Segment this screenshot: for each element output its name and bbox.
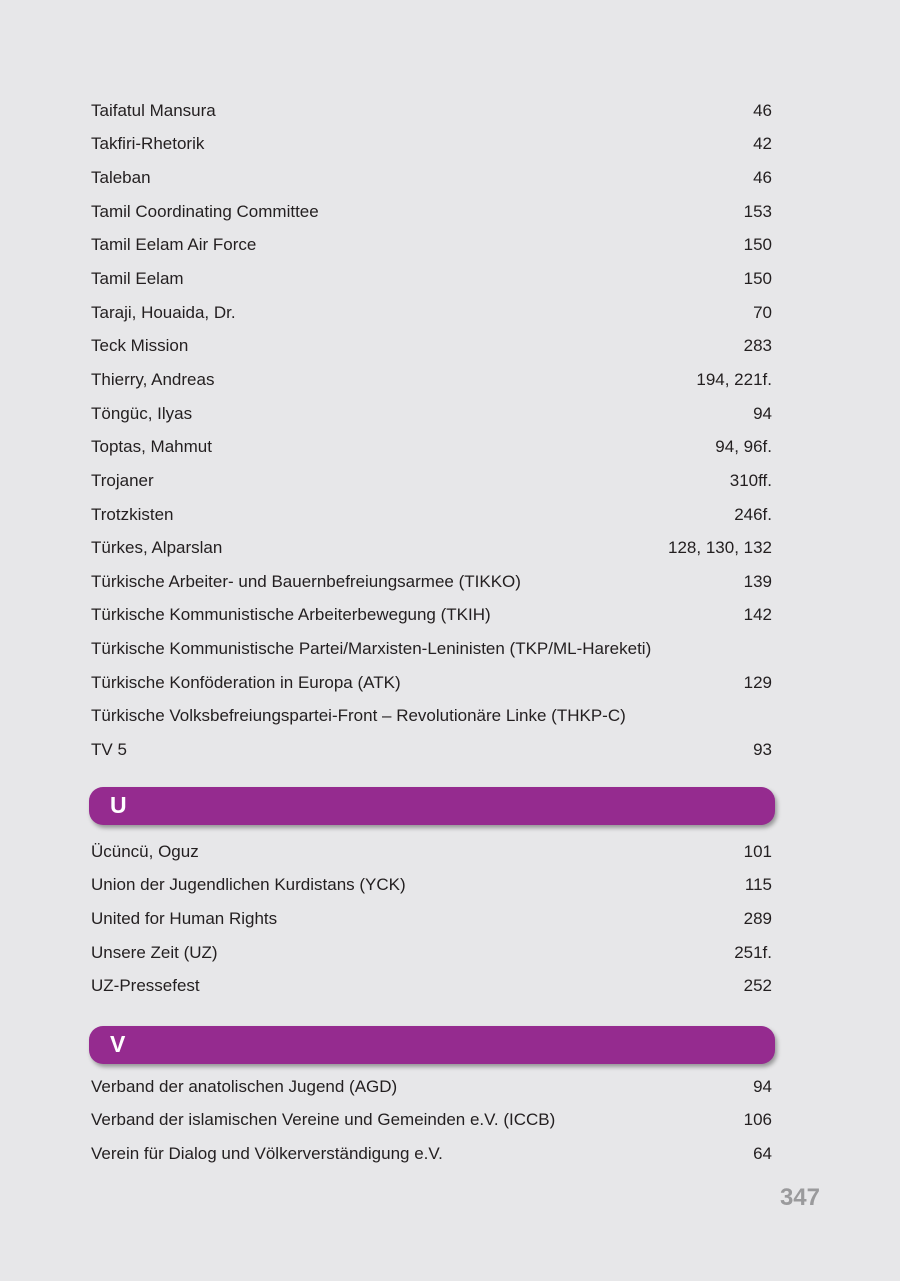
index-term: Ücüncü, Oguz	[91, 841, 199, 861]
index-term: Türkische Konföderation in Europa (ATK)	[91, 672, 401, 692]
index-pages: 101	[743, 841, 772, 861]
index-pages: 64	[753, 1144, 772, 1164]
index-term: UZ-Pressefest	[91, 976, 200, 996]
index-entry: Tamil Eelam Air Force 150	[91, 229, 772, 263]
index-pages: 115	[744, 875, 772, 895]
index-term: United for Human Rights	[91, 909, 278, 929]
index-term: Union der Jugendlichen Kurdistans (YCK)	[91, 875, 406, 895]
index-entry: Teck Mission 283	[91, 329, 772, 363]
index-entry: Union der Jugendlichen Kurdistans (YCK) 1…	[91, 869, 772, 903]
index-entry: Unsere Zeit (UZ) 251f.	[91, 936, 772, 970]
index-pages: 153	[743, 201, 772, 221]
index-term: Thierry, Andreas	[91, 369, 215, 389]
index-pages: 93	[753, 739, 772, 759]
index-pages: 94	[753, 403, 772, 423]
index-pages: 283	[743, 336, 772, 356]
letter-v: V	[110, 1031, 126, 1057]
index-pages: 94, 96f.	[715, 437, 772, 457]
index-entry: Türkische Kommunistische Partei/Marxiste…	[91, 632, 772, 666]
index-pages: 94	[753, 1076, 772, 1096]
letter-header-v: V	[89, 1026, 775, 1064]
index-pages: 46	[753, 168, 772, 188]
index-term: Trojaner	[91, 470, 154, 490]
index-pages: 128, 130, 132	[668, 538, 772, 558]
index-section-u: Ücüncü, Oguz 101 Union der Jugendlichen Ku…	[91, 835, 772, 1003]
index-entry: Taleban 46	[91, 161, 772, 195]
index-pages: 289	[743, 909, 772, 929]
index-term: Verband der anatolischen Jugend (AGD)	[91, 1076, 398, 1096]
letter-header-u: U	[89, 787, 775, 825]
index-term: Unsere Zeit (UZ)	[91, 942, 218, 962]
index-term: Türkische Kommunistische Arbeiterbewegun…	[91, 605, 491, 625]
index-section-t: Taifatul Mansura 46 Takfiri-Rhetorik 42 Tale…	[91, 94, 772, 767]
index-term: Tamil Eelam Air Force	[91, 235, 257, 255]
index-term: TV 5	[91, 739, 127, 759]
index-term: Trotzkisten	[91, 504, 174, 524]
index-pages: 70	[753, 302, 772, 322]
index-section-v: Verband der anatolischen Jugend (AGD) 94 V…	[91, 1070, 772, 1171]
index-pages: 46	[753, 100, 772, 120]
index-entry: TV 5 93	[91, 733, 772, 767]
index-pages: 251f.	[734, 942, 772, 962]
index-entry: Verband der anatolischen Jugend (AGD) 94	[91, 1070, 772, 1104]
index-term: Türkische Kommunistische Partei/Marxiste…	[91, 639, 652, 659]
index-entry: Töngüc, Ilyas 94	[91, 397, 772, 431]
index-pages: 139	[743, 571, 772, 591]
index-entry: Tamil Eelam 150	[91, 262, 772, 296]
index-entry: UZ-Pressefest 252	[91, 970, 772, 1004]
index-pages: 194, 221f.	[696, 369, 772, 389]
index-term: Toptas, Mahmut	[91, 437, 212, 457]
index-entry: Türkische Arbeiter- und Bauernbefreiungs…	[91, 565, 772, 599]
index-pages: 142	[743, 605, 772, 625]
index-entry: Taifatul Mansura 46	[91, 94, 772, 128]
index-pages: 129	[743, 672, 772, 692]
letter-u: U	[110, 792, 127, 818]
index-term: Türkische Arbeiter- und Bauernbefreiungs…	[91, 571, 521, 591]
index-term: Tamil Eelam	[91, 269, 184, 289]
index-term: Teck Mission	[91, 336, 189, 356]
index-term: Tamil Coordinating Committee	[91, 201, 319, 221]
index-term: Türkische Volksbefreiungspartei-Front – …	[91, 706, 626, 726]
index-pages: 150	[743, 235, 772, 255]
index-entry: Thierry, Andreas 194, 221f.	[91, 363, 772, 397]
index-entry: Trojaner 310ff.	[91, 464, 772, 498]
index-entry: Tamil Coordinating Committee 153	[91, 195, 772, 229]
index-pages: 42	[753, 134, 772, 154]
index-entry: Takfiri-Rhetorik 42	[91, 128, 772, 162]
index-pages: 252	[743, 976, 772, 996]
index-pages: 150	[743, 269, 772, 289]
index-term: Takfiri-Rhetorik	[91, 134, 205, 154]
index-term: Taleban	[91, 168, 151, 188]
index-entry: Türkische Konföderation in Europa (ATK) 1…	[91, 666, 772, 700]
page-number: 347	[779, 1184, 820, 1211]
index-term: Türkes, Alparslan	[91, 538, 223, 558]
index-entry: Verein für Dialog und Völkerverständigun…	[91, 1137, 772, 1171]
index-term: Taraji, Houaida, Dr.	[91, 302, 236, 322]
index-term: Verein für Dialog und Völkerverständigun…	[91, 1144, 443, 1164]
index-pages: 246f.	[734, 504, 772, 524]
index-term: Töngüc, Ilyas	[91, 403, 193, 423]
index-entry: Verband der islamischen Vereine und Geme…	[91, 1104, 772, 1138]
index-pages: 106	[743, 1110, 772, 1130]
index-term: Taifatul Mansura	[91, 100, 216, 120]
index-entry: Türkes, Alparslan 128, 130, 132	[91, 531, 772, 565]
index-term: Verband der islamischen Vereine und Geme…	[91, 1110, 556, 1130]
index-entry: Trotzkisten 246f.	[91, 498, 772, 532]
index-entry: Ücüncü, Oguz 101	[91, 835, 772, 869]
index-entry: United for Human Rights 289	[91, 902, 772, 936]
index-entry: Türkische Volksbefreiungspartei-Front – …	[91, 700, 772, 734]
index-entry: Taraji, Houaida, Dr. 70	[91, 296, 772, 330]
index-pages: 310ff.	[729, 470, 772, 490]
index-entry: Türkische Kommunistische Arbeiterbewegun…	[91, 599, 772, 633]
index-entry: Toptas, Mahmut 94, 96f.	[91, 430, 772, 464]
